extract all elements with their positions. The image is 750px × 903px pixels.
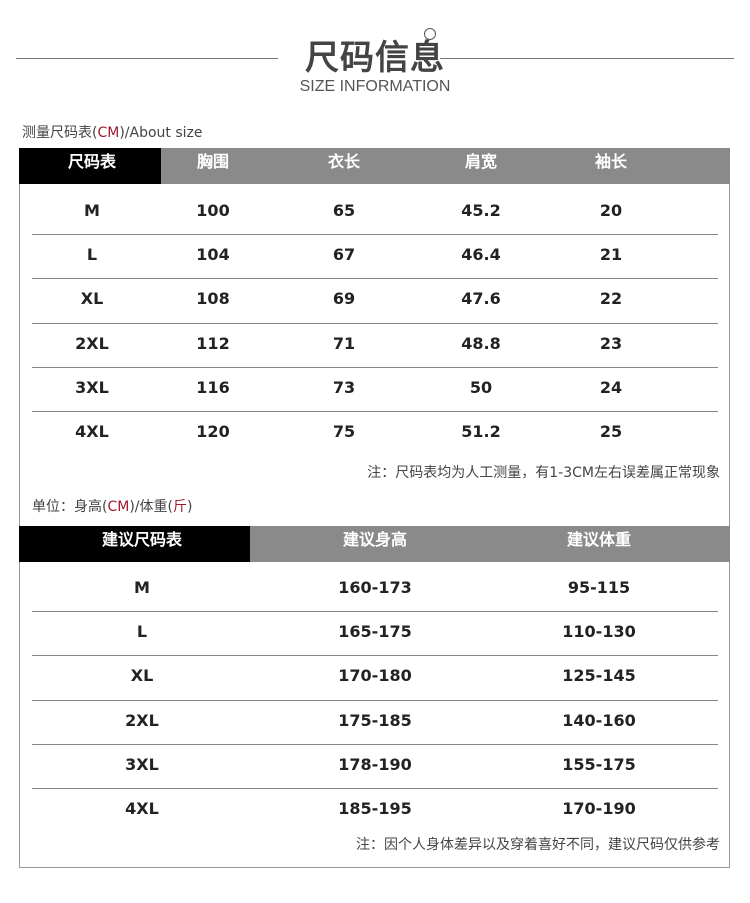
unit-cm: CM: [107, 499, 130, 515]
header-cell: 袖长: [594, 152, 628, 171]
table-cell: 4XL: [75, 422, 109, 441]
row-divider: [32, 278, 718, 280]
header-cell: 尺码表: [67, 152, 117, 171]
table-cell: 48.8: [461, 333, 501, 353]
header-cell: 衣长: [327, 152, 361, 171]
header-black-cell: [19, 148, 161, 184]
header-cell: 建议身高: [342, 530, 408, 549]
unit-cm: CM: [97, 125, 120, 141]
row-divider: [32, 234, 718, 236]
table-cell: M: [134, 578, 150, 597]
label-text: 测量尺码表(: [22, 125, 98, 141]
table-cell: 20: [599, 201, 623, 220]
title-divider-left: [16, 58, 278, 59]
title-divider-right: [440, 58, 734, 59]
table-cell: 170-190: [562, 799, 636, 818]
table-cell: 47.6: [461, 289, 501, 309]
measure-note: 注：尺码表均为人工测量，有1-3CM左右误差属正常现象: [367, 465, 720, 481]
table-cell: 21: [599, 245, 623, 265]
table-cell: 104: [196, 245, 230, 265]
page-subtitle: SIZE INFORMATION: [299, 78, 451, 95]
row-divider: [32, 366, 718, 368]
table-cell: 75: [332, 422, 356, 441]
table-cell: 73: [332, 377, 356, 397]
header-cell: 建议体重: [566, 530, 632, 549]
label-text: )/体重(: [129, 499, 173, 515]
table-cell: 22: [599, 289, 623, 309]
table-cell: 45.2: [461, 201, 501, 220]
table-cell: 185-195: [338, 799, 412, 818]
unit-jin: 斤: [172, 499, 187, 515]
measure-table-label: 测量尺码表(CM)/About size: [22, 122, 203, 142]
table-cell: 67: [332, 245, 356, 265]
row-divider: [32, 787, 718, 789]
table-cell: 4XL: [125, 799, 159, 818]
table-cell: 23: [599, 333, 623, 353]
table-cell: 170-180: [338, 666, 412, 686]
table-cell: L: [136, 622, 148, 642]
recommend-table-header: [19, 526, 730, 562]
label-text: )/About size: [119, 125, 203, 141]
table-cell: 69: [332, 289, 356, 309]
header-cell: 建议尺码表: [101, 530, 183, 549]
table-cell: 160-173: [338, 578, 412, 597]
label-text: 单位：身高(: [32, 499, 108, 515]
row-divider: [32, 655, 718, 657]
measure-table-header: [19, 148, 730, 184]
header-cell: 肩宽: [464, 152, 498, 171]
table-cell: 165-175: [338, 622, 412, 642]
table-cell: 116: [196, 377, 230, 397]
label-text: ): [186, 499, 193, 515]
table-cell: 110-130: [562, 622, 636, 642]
table-cell: 46.4: [461, 245, 501, 265]
table-cell: XL: [130, 666, 154, 686]
table-cell: 108: [196, 289, 230, 309]
row-divider: [32, 611, 718, 613]
table-cell: 175-185: [338, 710, 412, 730]
degree-circle-icon: [424, 28, 436, 40]
table-cell: 120: [196, 422, 230, 441]
table-cell: 51.2: [461, 422, 501, 441]
recommend-note: 注：因个人身体差异以及穿着喜好不同，建议尺码仅供参考: [356, 837, 720, 853]
table-cell: 95-115: [567, 578, 631, 597]
table-cell: L: [86, 245, 98, 265]
table-cell: 2XL: [125, 710, 159, 730]
table-cell: M: [84, 201, 100, 220]
table-cell: 100: [196, 201, 230, 220]
table-cell: 50: [469, 377, 493, 397]
row-divider: [32, 410, 718, 412]
table-cell: 65: [332, 201, 356, 220]
recommend-table-label: 单位：身高(CM)/体重(斤): [32, 496, 192, 516]
size-box: [19, 148, 730, 868]
table-cell: 24: [599, 377, 623, 397]
table-cell: 178-190: [338, 754, 412, 774]
row-divider: [32, 322, 718, 324]
table-cell: 2XL: [75, 333, 109, 353]
table-cell: 155-175: [562, 754, 636, 774]
row-divider: [32, 699, 718, 701]
table-cell: 112: [196, 333, 230, 353]
header-black-cell: [19, 526, 250, 562]
table-cell: 3XL: [75, 377, 109, 397]
table-cell: XL: [80, 289, 104, 309]
table-cell: 71: [332, 333, 356, 353]
table-cell: 3XL: [125, 754, 159, 774]
table-cell: 140-160: [562, 710, 636, 730]
page-title: 尺码信息: [305, 38, 445, 78]
table-cell: 25: [599, 422, 623, 441]
header-cell: 胸围: [196, 152, 230, 171]
row-divider: [32, 743, 718, 745]
table-cell: 125-145: [562, 666, 636, 686]
